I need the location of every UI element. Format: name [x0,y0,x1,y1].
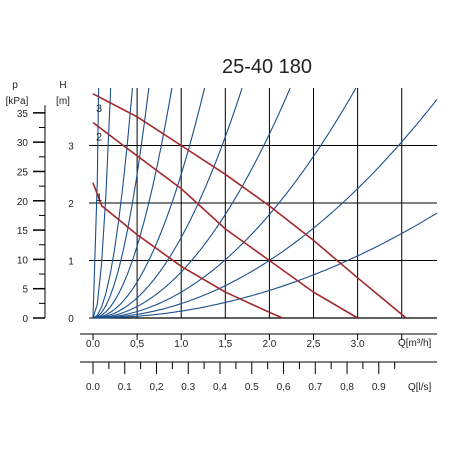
system-curve [93,99,438,319]
system-curve [92,87,357,319]
flow-ls-axis-label: Q[l/s] [408,382,432,393]
pressure-axis-tick-label: 20 [17,197,29,208]
head-axis-label: H [59,80,66,91]
flow-m3h-axis-tick-label: 2.0 [262,339,276,350]
head-axis-tick-label: 0 [68,314,74,325]
system-curve [92,87,243,319]
pump-curve-label-3: 3 [96,103,102,115]
flow-m3h-axis-tick-label: 0.0 [86,339,100,350]
pressure-axis-tick-label: 15 [17,226,29,237]
flow-m3h-axis-tick-label: 1,5 [218,339,232,350]
head-axis-unit: [m] [56,96,70,107]
flow-ls-axis-tick-label: 0.9 [372,382,386,393]
flow-m3h-axis-label: Q[m³/h] [398,338,432,349]
flow-m3h-axis-tick-label: 3.0 [351,339,365,350]
pressure-axis-tick-label: 10 [17,255,29,266]
head-axis-tick-label: 2 [68,199,74,210]
head-axis-tick-label: 3 [68,142,74,153]
system-curve [92,87,291,319]
pressure-axis-tick-label: 25 [17,167,29,178]
head-axis-tick-label: 1 [68,257,74,268]
pressure-axis-tick-label: 30 [17,138,29,149]
pressure-axis-tick-label: 5 [22,285,28,296]
pressure-axis-tick-label: 35 [17,109,29,120]
pump-curve-2 [92,121,359,319]
pump-curve-3 [92,93,407,319]
system-curve [92,87,133,319]
flow-ls-axis-tick-label: 0,2 [150,382,164,393]
flow-ls-axis-tick-label: 0,4 [213,382,227,393]
pump-curve-label-1: 1 [96,192,102,204]
flow-ls-axis-tick-label: 0.7 [308,382,322,393]
pump-curve-label-2: 2 [96,132,102,144]
flow-m3h-axis-tick-label: 2,5 [307,339,321,350]
system-curve [93,212,438,319]
flow-ls-axis-tick-label: 0,6 [277,382,291,393]
pressure-axis-tick-label: 0 [22,314,28,325]
pressure-axis-unit: [kPa] [6,96,29,107]
pump-curve-1 [92,182,283,319]
flow-m3h-axis-tick-label: 1.0 [174,339,188,350]
flow-m3h-axis-tick-label: 0,5 [130,339,144,350]
flow-ls-axis-tick-label: 0,8 [340,382,354,393]
chart-title: 25-40 180 [222,56,312,78]
system-curve [92,87,100,319]
flow-ls-axis-tick-label: 0.0 [86,382,100,393]
flow-ls-axis-tick-label: 0.3 [181,382,195,393]
flow-ls-axis-tick-label: 0.1 [118,382,132,393]
system-curve [92,87,206,319]
pressure-axis-label: p [12,80,18,91]
system-curve [92,87,112,319]
system-curve [92,87,173,319]
flow-ls-axis-tick-label: 0.5 [245,382,259,393]
